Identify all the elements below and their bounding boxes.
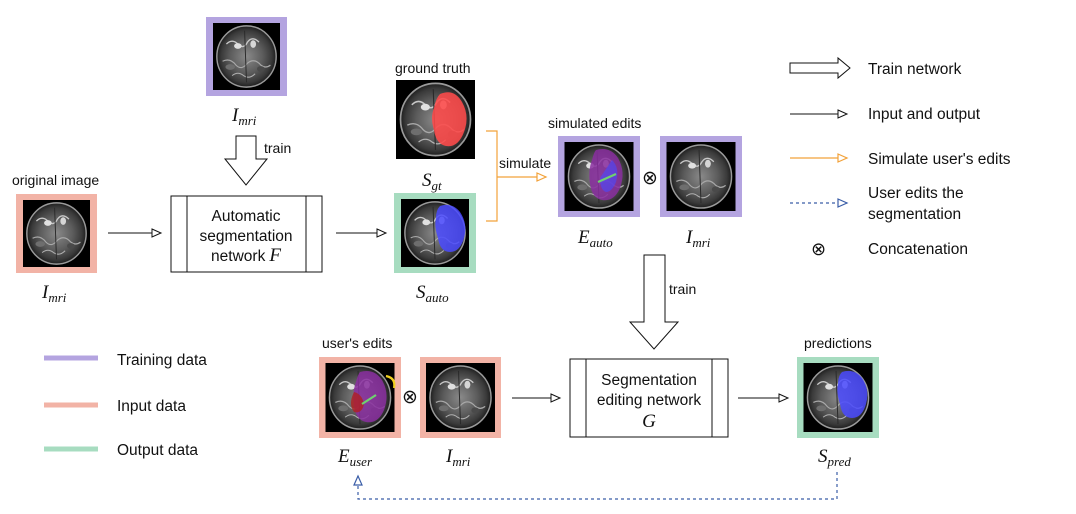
edit-net-line1: Segmentation	[601, 372, 697, 389]
e-user-label: Euser	[337, 446, 373, 469]
mri-top-label: Imri	[231, 105, 257, 128]
legend-right: Train network Input and output Simulate …	[789, 56, 1011, 260]
legend-left: Training data Input data Output data	[44, 352, 207, 459]
mri-bottom-label: Imri	[445, 446, 471, 469]
hollow-arrow-icon	[789, 56, 851, 80]
simulate-label: simulate	[499, 155, 551, 171]
edit-net-line2: editing network	[597, 392, 702, 409]
segmentation-editing-network-block: Segmentation editing network G	[569, 358, 729, 438]
mri-mid-panel	[660, 136, 742, 217]
original-image-label: Imri	[41, 282, 67, 305]
train-arrow-mid-icon	[628, 254, 680, 350]
ground-truth-panel	[396, 80, 475, 159]
legend-input-output: Input and output	[868, 106, 981, 123]
e-auto-label: Eauto	[577, 227, 613, 250]
s-auto-panel	[394, 193, 476, 273]
legend-output-data: Output data	[117, 442, 198, 459]
train-label-top: train	[264, 140, 291, 156]
ground-truth-label: Sgt	[422, 170, 442, 193]
s-auto-label: Sauto	[416, 282, 449, 305]
mri-top-panel	[206, 17, 287, 96]
concat-icon: ⊗	[811, 239, 826, 260]
users-edits-caption: user's edits	[322, 335, 392, 351]
auto-net-line3: network F	[211, 245, 281, 266]
train-arrow-top-icon	[223, 135, 269, 186]
edit-net-symbol: G	[642, 411, 656, 432]
legend-user-edits-line1: User edits the	[868, 185, 964, 202]
legend-concatenation: Concatenation	[868, 241, 968, 258]
ground-truth-caption: ground truth	[395, 60, 471, 76]
train-label-mid: train	[669, 281, 696, 297]
auto-net-line2: segmentation	[199, 228, 292, 245]
s-pred-panel	[797, 357, 879, 438]
auto-net-line1: Automatic	[212, 208, 281, 225]
mri-bottom-panel	[420, 357, 501, 438]
original-image-caption: original image	[12, 172, 99, 188]
automatic-segmentation-network-block: Automatic segmentation network F	[170, 195, 323, 273]
simulate-connector	[486, 130, 548, 222]
legend-input-data: Input data	[117, 398, 186, 415]
user-feedback-loop	[353, 472, 838, 500]
e-auto-panel	[558, 136, 640, 217]
s-pred-label: Spred	[818, 446, 851, 469]
legend-user-edits-line2: segmentation	[868, 206, 961, 223]
legend-train-network: Train network	[868, 61, 962, 78]
predictions-caption: predictions	[804, 335, 872, 351]
original-image-panel	[16, 194, 97, 273]
concat-symbol-top: ⊗	[642, 167, 658, 189]
legend-training-data: Training data	[117, 352, 207, 369]
mri-mid-label: Imri	[685, 227, 711, 250]
legend-simulate-edits: Simulate user's edits	[868, 151, 1011, 168]
e-user-panel	[319, 357, 401, 438]
simulated-edits-caption: simulated edits	[548, 115, 641, 131]
concat-symbol-bottom: ⊗	[402, 386, 418, 408]
